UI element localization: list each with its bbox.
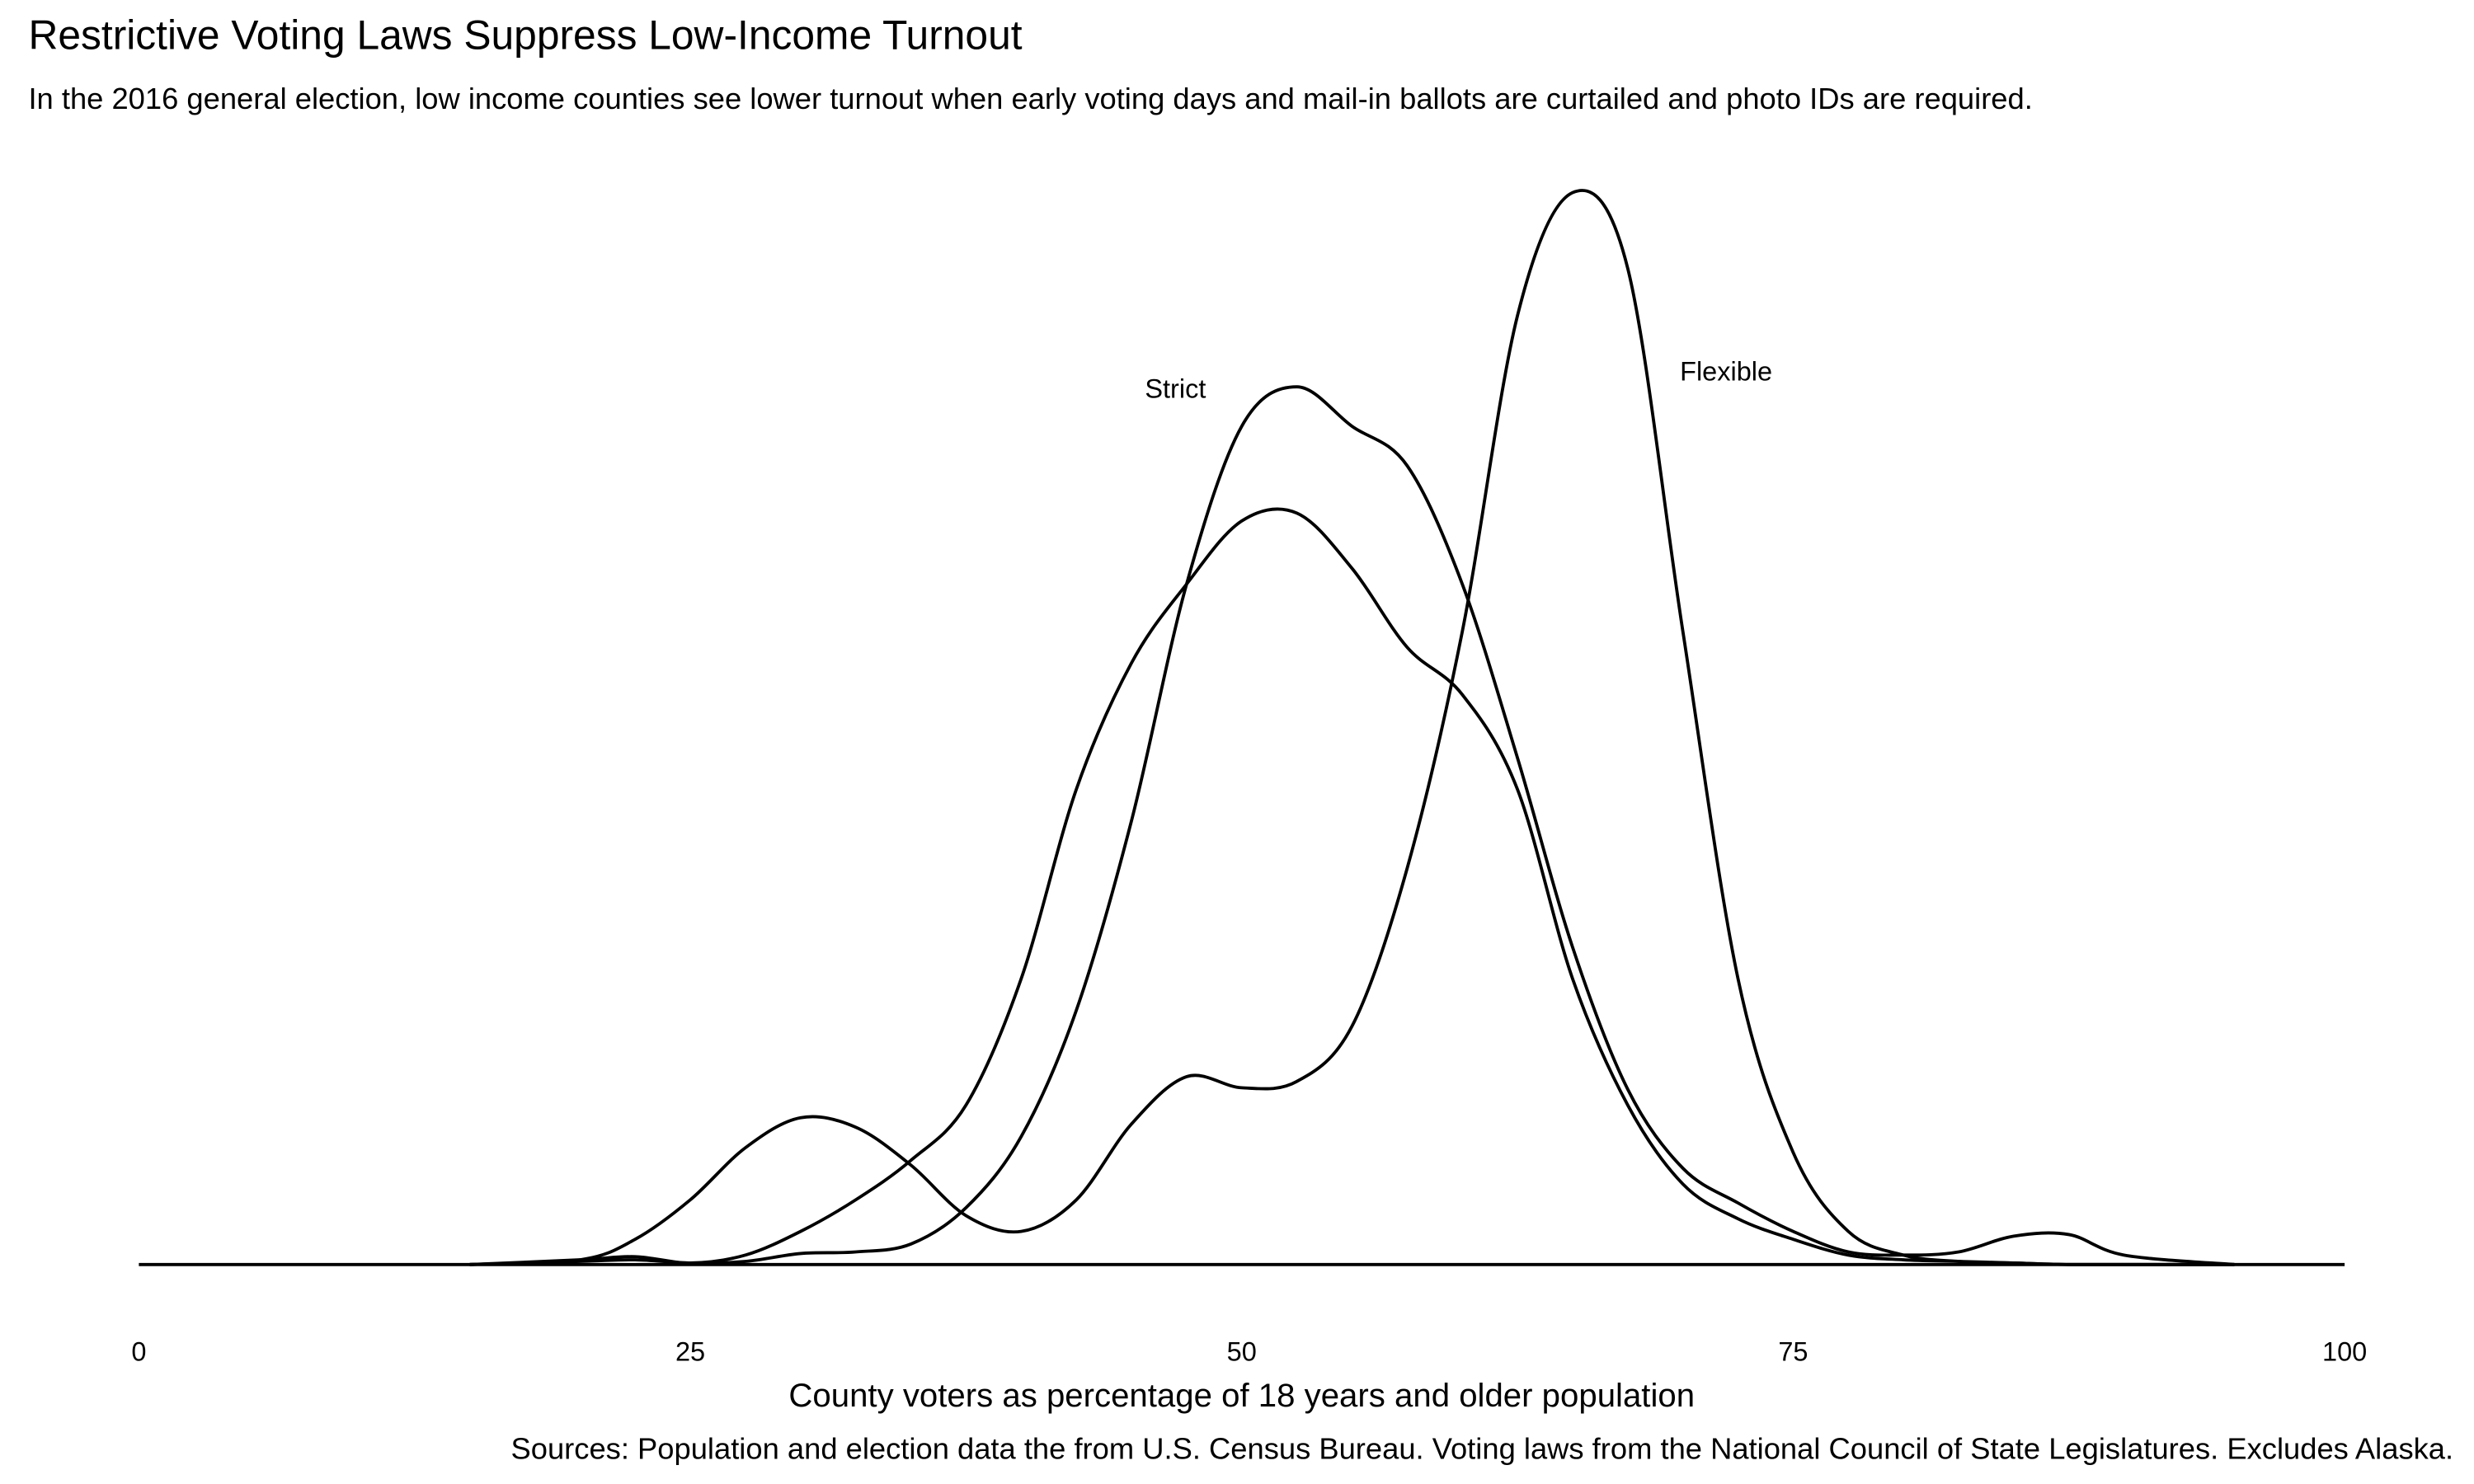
series-label: Strict bbox=[1145, 374, 1206, 404]
series-label: Flexible bbox=[1680, 356, 1772, 386]
x-tick-label: 25 bbox=[675, 1337, 705, 1367]
density-line bbox=[469, 385, 2235, 1266]
density-line bbox=[469, 189, 2235, 1266]
x-axis-label: County voters as percentage of 18 years … bbox=[788, 1377, 1695, 1414]
caption: Sources: Population and election data th… bbox=[511, 1431, 2454, 1465]
x-tick-label: 75 bbox=[1778, 1337, 1808, 1367]
x-tick-label: 50 bbox=[1227, 1337, 1257, 1367]
chart-title: Restrictive Voting Laws Suppress Low-Inc… bbox=[28, 12, 1022, 58]
chart-subtitle: In the 2016 general election, low income… bbox=[28, 82, 2032, 115]
x-tick-label: 100 bbox=[2322, 1337, 2367, 1367]
x-tick-label: 0 bbox=[131, 1337, 146, 1367]
density-line bbox=[469, 507, 2235, 1266]
